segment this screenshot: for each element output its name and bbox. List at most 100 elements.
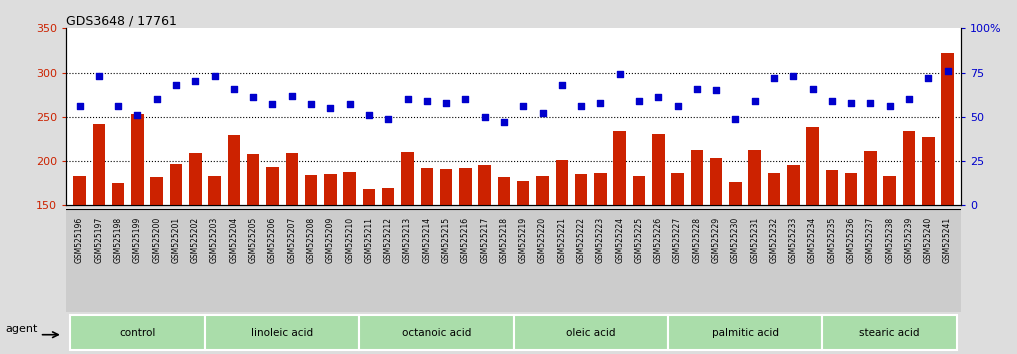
Text: GSM525209: GSM525209 [325, 217, 335, 263]
Point [611, 72, 627, 77]
Bar [822, 315, 957, 350]
Point [534, 110, 550, 116]
Text: GSM525204: GSM525204 [230, 217, 238, 263]
Point [882, 103, 898, 109]
Bar [344, 172, 356, 205]
Bar [305, 175, 317, 205]
Bar [768, 173, 780, 205]
Bar [70, 315, 205, 350]
Point [168, 82, 184, 88]
Bar [324, 174, 337, 205]
Text: GSM525218: GSM525218 [499, 217, 508, 263]
Point [71, 103, 87, 109]
Point [477, 114, 493, 120]
Bar [151, 177, 163, 205]
Text: GSM525213: GSM525213 [403, 217, 412, 263]
Text: GSM525199: GSM525199 [133, 217, 142, 263]
Bar [514, 315, 668, 350]
Bar [710, 158, 722, 205]
Bar [864, 152, 877, 205]
Point [824, 98, 840, 104]
Point [631, 98, 647, 104]
Text: GSM525212: GSM525212 [383, 217, 393, 263]
Point [187, 79, 203, 84]
Text: GSM525238: GSM525238 [885, 217, 894, 263]
Bar [922, 137, 935, 205]
Bar [420, 168, 433, 205]
Point [322, 105, 339, 111]
Point [361, 112, 377, 118]
Bar [826, 170, 838, 205]
Bar [691, 150, 703, 205]
Bar [247, 154, 259, 205]
Point [804, 86, 821, 91]
Text: agent: agent [5, 324, 38, 334]
Point [901, 96, 917, 102]
Text: octanoic acid: octanoic acid [402, 328, 471, 338]
Point [91, 73, 107, 79]
Bar [73, 176, 85, 205]
Point [419, 98, 435, 104]
Bar [668, 315, 822, 350]
Point [400, 96, 416, 102]
Text: GSM525211: GSM525211 [364, 217, 373, 263]
Text: GSM525203: GSM525203 [211, 217, 219, 263]
Text: GSM525226: GSM525226 [654, 217, 663, 263]
Bar [652, 133, 664, 205]
Text: GSM525236: GSM525236 [846, 217, 855, 263]
Point [148, 96, 165, 102]
Text: GSM525196: GSM525196 [75, 217, 84, 263]
Text: GSM525225: GSM525225 [635, 217, 644, 263]
Point [940, 68, 956, 74]
Bar [806, 126, 819, 205]
Point [920, 75, 937, 81]
Text: GSM525234: GSM525234 [809, 217, 817, 263]
Bar [884, 176, 896, 205]
Text: GSM525233: GSM525233 [789, 217, 797, 263]
Bar [575, 174, 588, 205]
Text: GDS3648 / 17761: GDS3648 / 17761 [66, 14, 177, 27]
Text: GSM525240: GSM525240 [923, 217, 933, 263]
Bar [613, 131, 625, 205]
Point [862, 100, 879, 105]
Point [284, 93, 300, 98]
Text: GSM525224: GSM525224 [615, 217, 624, 263]
Point [110, 103, 126, 109]
Point [245, 95, 261, 100]
Text: GSM525210: GSM525210 [345, 217, 354, 263]
Text: GSM525205: GSM525205 [249, 217, 257, 263]
Bar [205, 315, 359, 350]
Bar [382, 188, 395, 205]
Point [438, 100, 455, 105]
Bar [170, 164, 182, 205]
Bar [439, 169, 453, 205]
Bar [497, 177, 511, 205]
Bar [903, 131, 915, 205]
Point [669, 103, 685, 109]
Text: GSM525214: GSM525214 [422, 217, 431, 263]
Point [766, 75, 782, 81]
Point [264, 102, 281, 107]
Bar [112, 183, 124, 205]
Bar [131, 114, 143, 205]
Point [573, 103, 589, 109]
Bar [208, 176, 221, 205]
Point [843, 100, 859, 105]
Bar [228, 135, 240, 205]
Bar [729, 182, 741, 205]
Text: GSM525216: GSM525216 [461, 217, 470, 263]
Bar [359, 315, 514, 350]
Point [746, 98, 763, 104]
Text: GSM525200: GSM525200 [153, 217, 162, 263]
Text: GSM525207: GSM525207 [287, 217, 296, 263]
Point [727, 116, 743, 121]
Bar [478, 165, 491, 205]
Bar [845, 173, 857, 205]
Bar [363, 189, 375, 205]
Text: linoleic acid: linoleic acid [251, 328, 313, 338]
Point [785, 73, 801, 79]
Point [226, 86, 242, 91]
Text: GSM525227: GSM525227 [673, 217, 682, 263]
Point [553, 82, 570, 88]
Text: GSM525221: GSM525221 [557, 217, 566, 263]
